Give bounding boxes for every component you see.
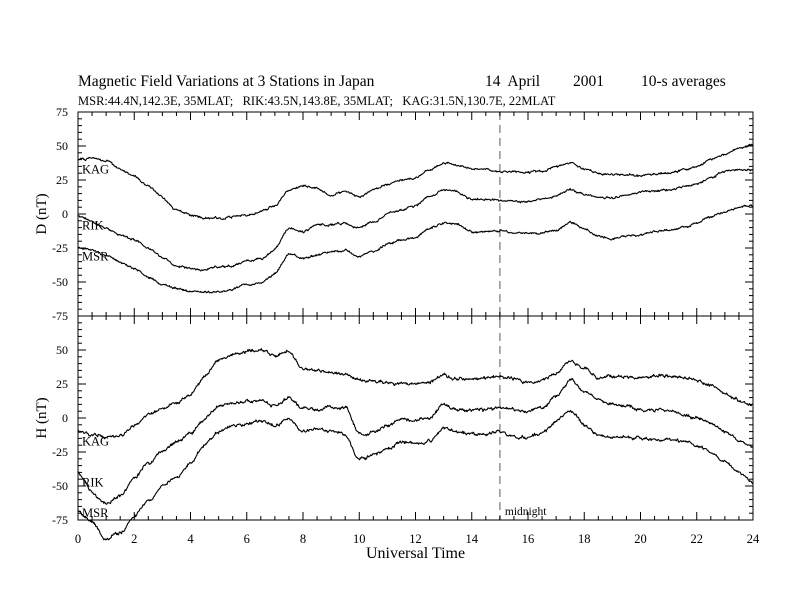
chart-year: 2001 bbox=[573, 73, 604, 90]
xtick-label: 0 bbox=[75, 532, 81, 546]
panel-H-series-kag bbox=[77, 348, 754, 440]
panel-H-ytick-label: -75 bbox=[52, 513, 68, 527]
panel-D-frame bbox=[77, 111, 754, 317]
xtick-label: 14 bbox=[466, 532, 479, 546]
panel-H-series-label-rik: RIK bbox=[82, 475, 104, 489]
panel-D-ytick-label: 25 bbox=[56, 173, 68, 187]
panel-H-series-label-msr: MSR bbox=[82, 506, 109, 520]
xtick-label: 6 bbox=[244, 532, 250, 546]
panel-D-series-label-msr: MSR bbox=[82, 250, 109, 264]
panel-D-series-label-kag: KAG bbox=[82, 163, 109, 177]
panel-D-ytick-label: 75 bbox=[56, 105, 68, 119]
panel-D-series-rik bbox=[77, 168, 754, 272]
panel-D-ytick-label: -50 bbox=[52, 275, 68, 289]
panel-H-frame bbox=[77, 315, 754, 521]
xtick-label: 12 bbox=[409, 532, 422, 546]
xtick-label: 18 bbox=[578, 532, 591, 546]
panel-H-ytick-label: 0 bbox=[62, 411, 68, 425]
panel-H-ytick-label: 25 bbox=[56, 377, 68, 391]
xtick-label: 8 bbox=[300, 532, 306, 546]
midnight-label: midnight bbox=[505, 506, 547, 518]
xtick-label: 24 bbox=[747, 532, 760, 546]
panel-H-ytick-label: 50 bbox=[56, 343, 68, 357]
xtick-label: 16 bbox=[522, 532, 535, 546]
panel-H-series-msr bbox=[77, 410, 754, 541]
panel-D-ytick-label: -25 bbox=[52, 241, 68, 255]
panel-D-ylabel: D (nT) bbox=[34, 193, 50, 234]
x-axis-label: Universal Time bbox=[366, 545, 465, 562]
chart-title-line: Magnetic Field Variations at 3 Stations … bbox=[78, 73, 758, 93]
panel-D-ytick-label: 0 bbox=[62, 207, 68, 221]
chart-averaging: 10-s averages bbox=[641, 73, 726, 90]
chart-date: 14 April bbox=[485, 73, 541, 90]
xtick-label: 20 bbox=[634, 532, 647, 546]
panel-D-series-label-rik: RIK bbox=[82, 218, 104, 232]
panel-H-ytick-label: -25 bbox=[52, 445, 68, 459]
xtick-label: 2 bbox=[131, 532, 137, 546]
panel-H-ylabel: H (nT) bbox=[34, 397, 50, 438]
panel-H-ytick-label: -50 bbox=[52, 479, 68, 493]
panel-H-series-label-kag: KAG bbox=[82, 435, 109, 449]
xtick-label: 10 bbox=[353, 532, 366, 546]
panel-D-series-kag bbox=[77, 143, 754, 221]
panel-D-ytick-label: 50 bbox=[56, 139, 68, 153]
xtick-label: 4 bbox=[187, 532, 194, 546]
station-coordinates: MSR:44.4N,142.3E, 35MLAT; RIK:43.5N,143.… bbox=[78, 94, 556, 108]
panel-H-series-rik bbox=[77, 378, 754, 505]
xtick-label: 22 bbox=[691, 532, 704, 546]
panel-D-series-msr bbox=[77, 204, 754, 294]
chart-title: Magnetic Field Variations at 3 Stations … bbox=[78, 73, 375, 90]
panel-D-ytick-label: -75 bbox=[52, 309, 68, 323]
